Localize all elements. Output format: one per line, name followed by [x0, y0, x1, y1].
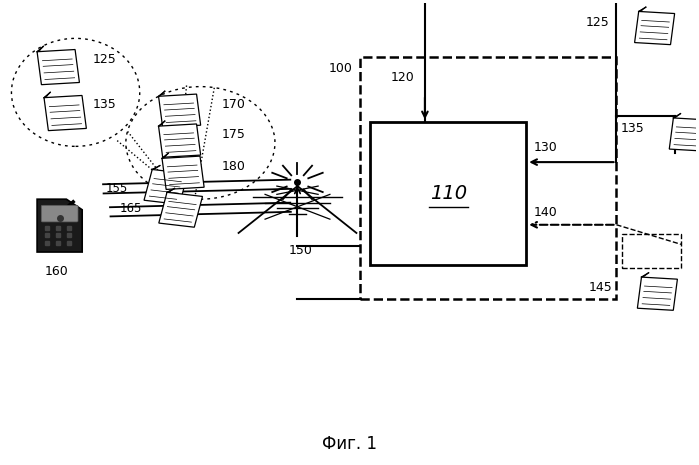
- Text: Фиг. 1: Фиг. 1: [322, 435, 377, 453]
- Text: 125: 125: [93, 53, 117, 66]
- Polygon shape: [637, 277, 677, 310]
- Text: 155: 155: [106, 181, 128, 194]
- Polygon shape: [159, 94, 201, 127]
- Text: 140: 140: [533, 206, 557, 219]
- Polygon shape: [162, 156, 204, 189]
- Polygon shape: [669, 118, 699, 151]
- Polygon shape: [37, 49, 80, 85]
- Text: 110: 110: [430, 184, 467, 203]
- Text: 170: 170: [221, 99, 245, 112]
- Text: 165: 165: [120, 202, 143, 215]
- Text: 125: 125: [586, 16, 610, 29]
- Text: 180: 180: [221, 160, 245, 173]
- Text: 160: 160: [44, 265, 68, 278]
- Polygon shape: [635, 12, 675, 45]
- Text: 175: 175: [221, 128, 245, 141]
- Text: 100: 100: [329, 61, 353, 74]
- FancyBboxPatch shape: [370, 122, 526, 265]
- Text: 120: 120: [391, 71, 415, 84]
- Text: 135: 135: [93, 99, 117, 112]
- Text: 150: 150: [289, 244, 313, 257]
- Polygon shape: [144, 169, 188, 205]
- Polygon shape: [159, 124, 201, 157]
- Polygon shape: [44, 95, 87, 131]
- Text: 145: 145: [589, 281, 612, 294]
- FancyBboxPatch shape: [41, 206, 78, 222]
- Text: 135: 135: [621, 122, 644, 135]
- Polygon shape: [159, 193, 203, 227]
- Polygon shape: [37, 199, 82, 252]
- Text: 130: 130: [533, 140, 557, 153]
